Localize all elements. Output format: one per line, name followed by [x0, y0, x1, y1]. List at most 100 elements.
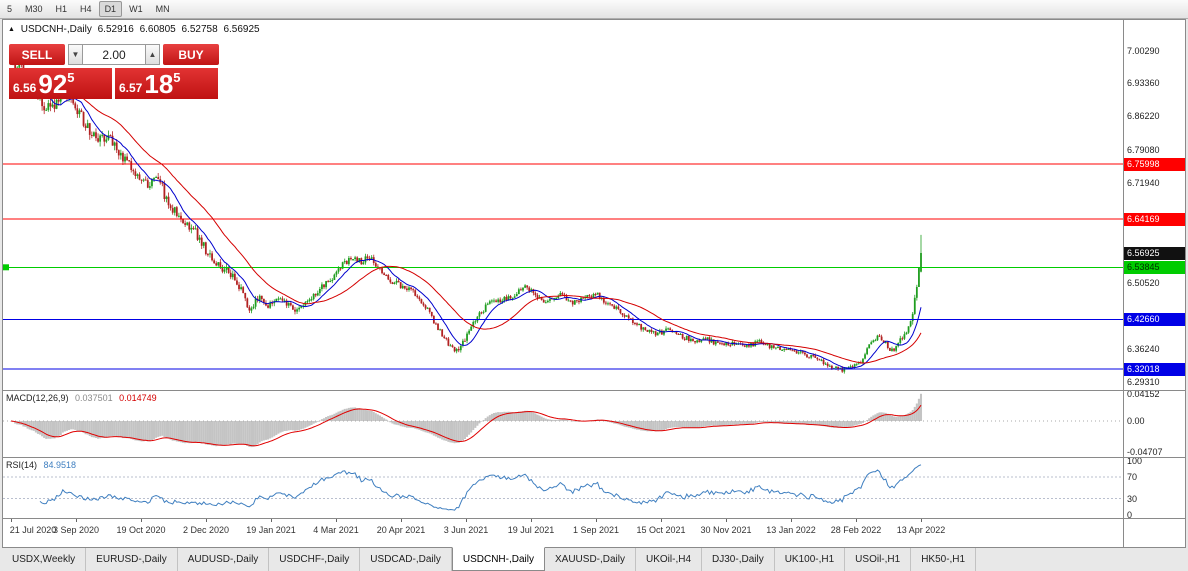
date-axis-label: 28 Feb 2022 [830, 525, 882, 535]
sell-price-sup: 5 [67, 70, 75, 85]
chart-tab-uk100-h1[interactable]: UK100-,H1 [775, 548, 846, 571]
date-tick [596, 519, 597, 522]
date-axis-label: 21 Jul 2020 [9, 525, 57, 535]
price-axis[interactable]: 7.00290 6.93360 6.86220 6.79080 6.75998 6.719… [1123, 20, 1185, 547]
chart-tab-dj30-daily[interactable]: DJ30-,Daily [702, 548, 775, 571]
timeframe-button-5[interactable]: 5 [7, 4, 13, 14]
macd-axis-label: 0.00 [1127, 416, 1145, 426]
sell-price-big: 92 [38, 69, 68, 99]
price-axis-label: 6.86220 [1127, 111, 1160, 122]
rsi-label: RSI(14) [6, 460, 38, 470]
macd-pane[interactable]: MACD(12,26,9) 0.037501 0.014749 [3, 391, 1123, 457]
chart-tab-ukoil-h4[interactable]: UKOil-,H4 [636, 548, 703, 571]
timeframe-button-h4[interactable]: H4 [80, 4, 92, 14]
date-tick [11, 519, 12, 522]
chart-tab-usoil-h1[interactable]: USOil-,H1 [845, 548, 912, 571]
date-axis-label: 30 Nov 2021 [700, 525, 752, 535]
rsi-plot[interactable] [3, 458, 1123, 518]
sell-price-display[interactable]: 6.56 92 5 [9, 68, 112, 99]
price-axis-label: 7.00290 [1127, 45, 1160, 56]
pane-separator [3, 518, 1185, 519]
price-badge-6.42660: 6.42660 [1124, 313, 1185, 326]
price-axis-label: 6.29310 [1127, 376, 1160, 387]
pane-separator [3, 457, 1185, 458]
date-axis-label: 19 Oct 2020 [116, 525, 166, 535]
date-axis[interactable]: 21 Jul 2020 3 Sep 2020 19 Oct 2020 2 Dec 20… [3, 519, 1123, 547]
timeframe-button-m30[interactable]: M30 [25, 4, 43, 14]
price-badge-6.75998: 6.75998 [1124, 157, 1185, 171]
buy-price-big: 18 [144, 69, 174, 99]
chart-tab-xauusd-daily[interactable]: XAUUSD-,Daily [545, 548, 636, 571]
date-axis-label: 4 Mar 2021 [313, 525, 359, 535]
sell-button[interactable]: SELL [9, 44, 65, 65]
date-tick [661, 519, 662, 522]
timeframe-toolbar: 5 M30 H1 H4 D1 W1 MN [0, 0, 1188, 19]
timeframe-button-h1[interactable]: H1 [55, 4, 68, 14]
date-tick [271, 519, 272, 522]
date-tick [791, 519, 792, 522]
chart-tab-usdcad-daily[interactable]: USDCAD-,Daily [360, 548, 452, 571]
volume-increase-button[interactable]: ▲ [145, 44, 160, 65]
date-axis-label: 19 Jan 2021 [246, 525, 296, 535]
rsi-value: 84.9518 [43, 460, 77, 470]
price-badge-6.53845: 6.53845 [1124, 260, 1185, 274]
timeframe-button-d1[interactable]: D1 [98, 1, 123, 17]
caret-down-icon: ▼ [71, 50, 80, 59]
volume-stepper: ▼ 2.00 ▲ [68, 44, 160, 65]
ohlc-open: 6.52916 [97, 24, 134, 35]
macd-main-value: 0.037501 [75, 393, 113, 403]
chart-tab-eurusd-daily[interactable]: EURUSD-,Daily [86, 548, 178, 571]
date-tick [531, 519, 532, 522]
chart-tab-usdchf-daily[interactable]: USDCHF-,Daily [269, 548, 361, 571]
price-badge-6.32018: 6.32018 [1124, 362, 1185, 376]
date-axis-label: 13 Apr 2022 [896, 525, 946, 535]
chart-tab-usdcnh-daily[interactable]: USDCNH-,Daily [451, 547, 545, 571]
date-axis-label: 13 Jan 2022 [766, 525, 816, 535]
macd-plot[interactable] [3, 391, 1123, 457]
caret-up-icon: ▲ [148, 50, 157, 59]
price-axis-label: 6.71940 [1127, 178, 1160, 188]
volume-decrease-button[interactable]: ▼ [68, 44, 83, 65]
price-axis-label: 6.36240 [1127, 344, 1160, 355]
chart-tab-hk50-h1[interactable]: HK50-,H1 [911, 548, 977, 571]
rsi-axis-label: 70 [1127, 471, 1138, 482]
macd-axis-label: 0.04152 [1127, 389, 1160, 399]
macd-signal-value: 0.014749 [119, 393, 157, 403]
buy-price-small: 6.57 [119, 81, 143, 95]
macd-header: MACD(12,26,9) 0.037501 0.014749 [6, 393, 161, 403]
pane-separator [3, 390, 1185, 391]
ohlc-high: 6.60805 [139, 24, 176, 35]
date-tick [921, 519, 922, 522]
price-axis-label: 6.50520 [1127, 277, 1160, 288]
buy-price-sup: 5 [173, 70, 181, 85]
one-click-trade-panel: SELL ▼ 2.00 ▲ BUY 6.56 [9, 44, 219, 99]
volume-input[interactable]: 2.00 [83, 44, 145, 65]
rsi-pane[interactable]: RSI(14) 84.9518 [3, 458, 1123, 518]
date-tick [726, 519, 727, 522]
chart-symbol-label: USDCNH-,Daily [20, 24, 92, 35]
chart-tab-usdx-weekly[interactable]: USDX,Weekly [2, 548, 87, 571]
date-tick [76, 519, 77, 522]
buy-button[interactable]: BUY [163, 44, 219, 65]
date-tick [141, 519, 142, 522]
main-chart-pane[interactable]: ▲ USDCNH-,Daily 6.52916 6.60805 6.52758 … [3, 20, 1123, 390]
date-axis-label: 15 Oct 2021 [636, 525, 686, 535]
macd-label: MACD(12,26,9) [6, 393, 69, 403]
date-axis-label: 20 Apr 2021 [376, 525, 426, 535]
date-axis-label: 2 Dec 2020 [182, 525, 230, 535]
date-axis-label: 3 Sep 2020 [52, 525, 100, 535]
timeframe-button-mn[interactable]: MN [155, 4, 170, 14]
chart-ohlc-header: ▲ USDCNH-,Daily 6.52916 6.60805 6.52758 … [8, 24, 263, 35]
rsi-axis-label: 30 [1127, 493, 1138, 504]
symbol-marker-icon: ▲ [8, 26, 15, 33]
candlestick-plot[interactable] [3, 20, 1123, 390]
timeframe-button-w1[interactable]: W1 [129, 4, 143, 14]
price-axis-label: 6.93360 [1127, 78, 1160, 89]
rsi-header: RSI(14) 84.9518 [6, 460, 80, 470]
chart-tab-audusd-daily[interactable]: AUDUSD-,Daily [178, 548, 270, 571]
rsi-axis-label: 100 [1127, 455, 1143, 466]
buy-price-display[interactable]: 6.57 18 5 [115, 68, 218, 99]
price-badge-6.56925: 6.56925 [1124, 246, 1185, 260]
price-badge-6.64169: 6.64169 [1124, 212, 1185, 226]
